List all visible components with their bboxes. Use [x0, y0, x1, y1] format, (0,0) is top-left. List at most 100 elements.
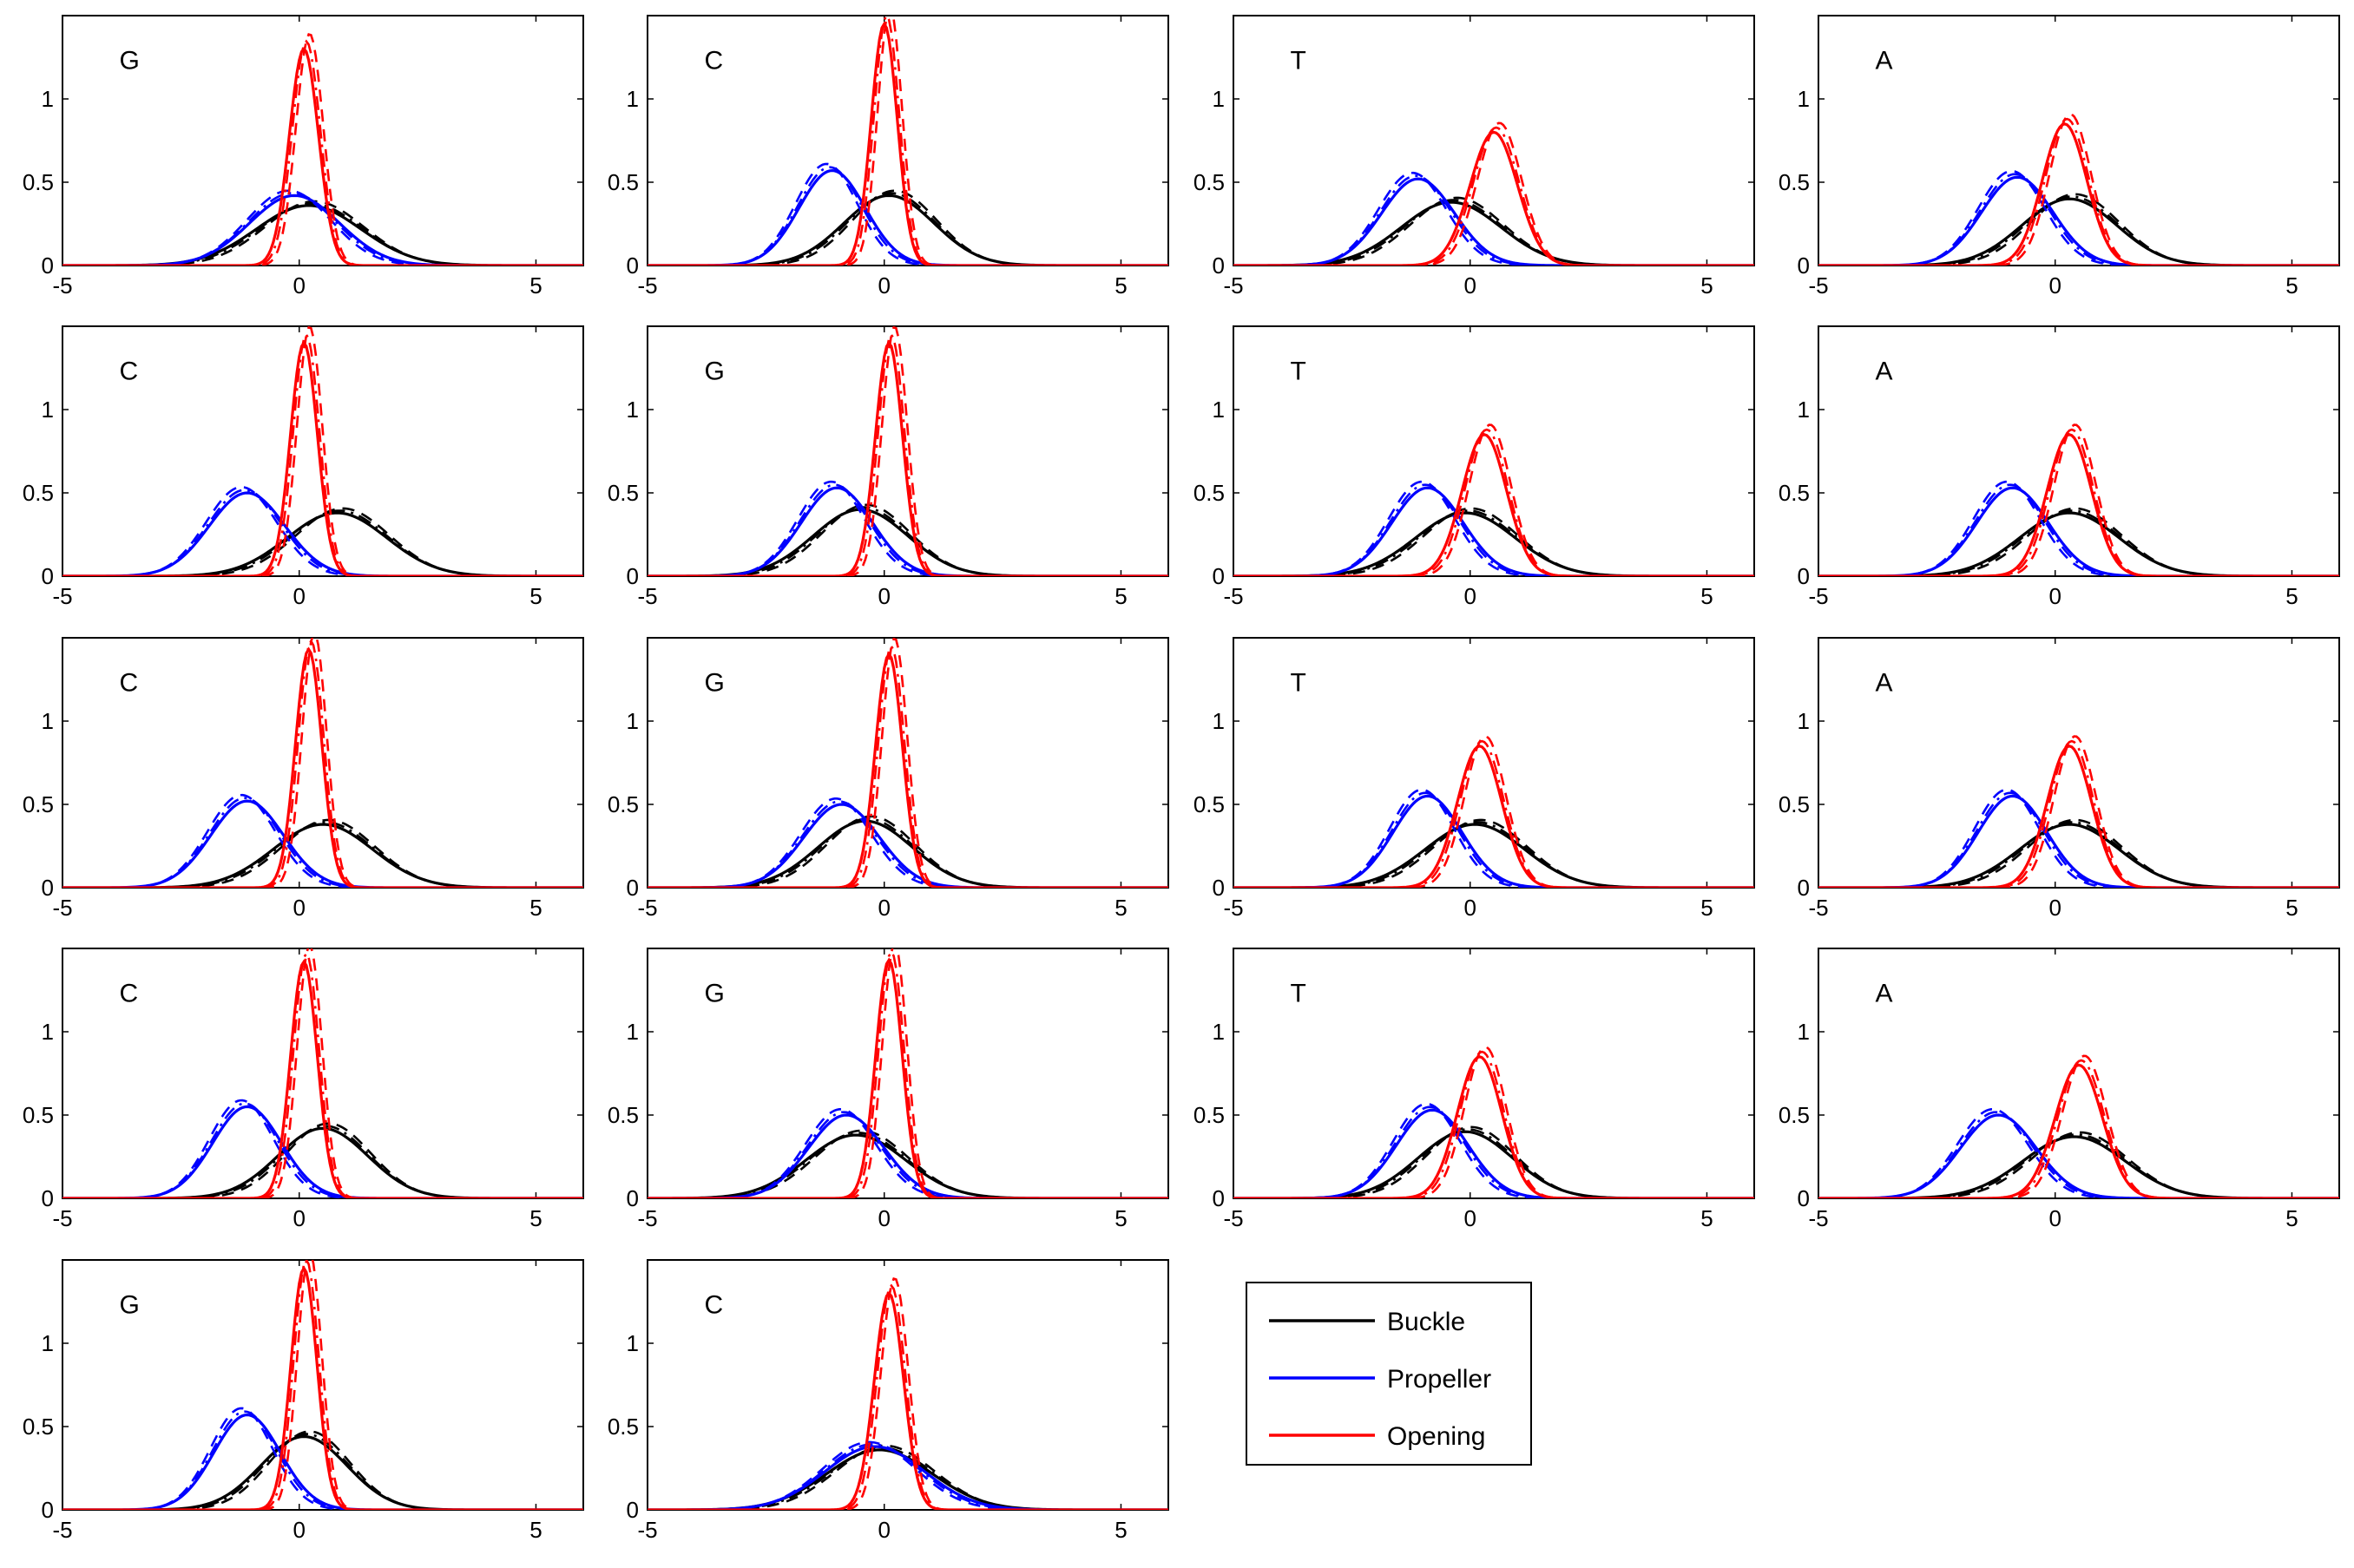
opening-curve-dashed [648, 16, 1168, 266]
y-tick-label: 1 [1213, 397, 1225, 423]
opening-curve-solid [648, 957, 1168, 1198]
subplot-label: G [704, 357, 724, 385]
y-tick-label: 1 [1213, 1019, 1225, 1045]
y-tick-label: 0 [42, 563, 54, 589]
x-tick-label: 0 [2048, 583, 2061, 609]
y-tick-label: 0.5 [608, 169, 639, 195]
curves [1233, 735, 1754, 888]
y-tick-label: 0.5 [608, 791, 639, 817]
y-tick-label: 0 [1213, 1185, 1225, 1211]
subplot: -5 0 500.51T [1193, 15, 1755, 299]
opening-curve-solid [1818, 122, 2339, 266]
opening-curve-solid [648, 21, 1168, 266]
x-tick-label: 0 [878, 1205, 890, 1231]
y-tick-label: 0.5 [608, 480, 639, 506]
x-tick-label: -5 [1223, 895, 1243, 921]
curves [1233, 1046, 1754, 1198]
subplot: -5 0 500.51A [1779, 15, 2340, 299]
x-tick-label: -5 [637, 1517, 657, 1543]
subplot-label: T [1290, 979, 1305, 1007]
y-tick-label: 1 [42, 86, 54, 112]
curves [648, 16, 1168, 266]
y-tick-label: 0 [627, 1185, 639, 1211]
opening-curve-dash-dot [62, 639, 583, 888]
y-tick-label: 0 [627, 1497, 639, 1523]
x-tick-label: -5 [637, 272, 657, 299]
axes-frame [1818, 948, 2340, 1199]
y-tick-label: 1 [42, 1019, 54, 1045]
subplot: -5 0 500.51G [608, 325, 1169, 609]
y-tick-label: 0 [1798, 563, 1810, 589]
x-tick-label: -5 [52, 1205, 72, 1231]
axes-frame [62, 15, 584, 266]
axes-frame [62, 948, 584, 1199]
curves [62, 326, 583, 576]
y-tick-label: 0.5 [1779, 791, 1810, 817]
subplot: -5 0 500.51C [608, 1259, 1169, 1543]
x-tick-label: 0 [878, 272, 890, 299]
curves [1818, 113, 2339, 266]
subplot-label: C [704, 1290, 723, 1319]
y-tick-label: 1 [42, 1330, 54, 1356]
y-tick-label: 0.5 [1779, 480, 1810, 506]
y-tick-label: 1 [1213, 86, 1225, 112]
y-tick-label: 0 [627, 253, 639, 279]
x-tick-label: 5 [1115, 895, 1127, 921]
opening-curve-solid [648, 1290, 1168, 1510]
opening-curve-solid [1233, 433, 1754, 576]
y-tick-label: 0.5 [1193, 169, 1225, 195]
subplot: -5 0 500.51C [23, 637, 584, 921]
x-tick-label: 0 [2048, 895, 2061, 921]
y-tick-label: 0.5 [1193, 791, 1225, 817]
y-tick-label: 0.5 [23, 1414, 54, 1440]
propeller-curve-dash-dot [62, 1102, 583, 1198]
opening-curve-dash-dot [648, 1283, 1168, 1510]
opening-curve-dashed [1233, 423, 1754, 576]
x-tick-label: 5 [1115, 1205, 1127, 1231]
x-tick-label: 5 [1700, 1205, 1713, 1231]
curves [648, 948, 1168, 1198]
x-tick-label: -5 [637, 895, 657, 921]
y-tick-label: 1 [1213, 708, 1225, 734]
subplot-label: C [119, 979, 138, 1007]
subplot-label: G [119, 46, 139, 75]
opening-curve-dash-dot [1818, 428, 2339, 576]
y-tick-label: 1 [1798, 86, 1810, 112]
legend-label-buckle: Buckle [1387, 1308, 1465, 1336]
axes-frame [1818, 637, 2340, 889]
x-tick-label: 0 [293, 1205, 305, 1231]
opening-curve-dash-dot [1818, 117, 2339, 266]
x-tick-label: -5 [52, 895, 72, 921]
curves [648, 326, 1168, 576]
y-tick-label: 0.5 [608, 1414, 639, 1440]
x-tick-label: -5 [1808, 583, 1828, 609]
opening-curve-dash-dot [62, 1260, 583, 1510]
legend-label-propeller: Propeller [1387, 1365, 1491, 1394]
subplot: -5 0 500.51G [23, 1259, 584, 1543]
x-tick-label: 0 [878, 1517, 890, 1543]
y-tick-label: 0.5 [1779, 1102, 1810, 1128]
opening-curve-dashed [648, 326, 1168, 576]
axes-frame [1233, 325, 1755, 577]
opening-curve-solid [62, 340, 583, 576]
subplot: -5 0 500.51A [1779, 948, 2340, 1231]
opening-curve-dashed [1818, 735, 2339, 888]
x-tick-label: 0 [293, 583, 305, 609]
opening-curve-dashed [62, 326, 583, 576]
subplot-label: T [1290, 46, 1305, 75]
y-tick-label: 1 [1798, 397, 1810, 423]
opening-curve-dashed [648, 948, 1168, 1198]
y-tick-label: 0 [42, 253, 54, 279]
propeller-curve-dash-dot [1233, 174, 1754, 266]
x-tick-label: 0 [293, 272, 305, 299]
subplot: -5 0 500.51C [23, 325, 584, 609]
y-tick-label: 1 [42, 397, 54, 423]
x-tick-label: 0 [1463, 272, 1476, 299]
x-tick-label: 0 [1463, 583, 1476, 609]
opening-curve-solid [1818, 433, 2339, 576]
opening-curve-dashed [648, 638, 1168, 888]
x-tick-label: 5 [2285, 583, 2298, 609]
axes-frame [647, 637, 1169, 889]
legend-label-opening: Opening [1387, 1422, 1485, 1451]
x-tick-label: -5 [637, 1205, 657, 1231]
